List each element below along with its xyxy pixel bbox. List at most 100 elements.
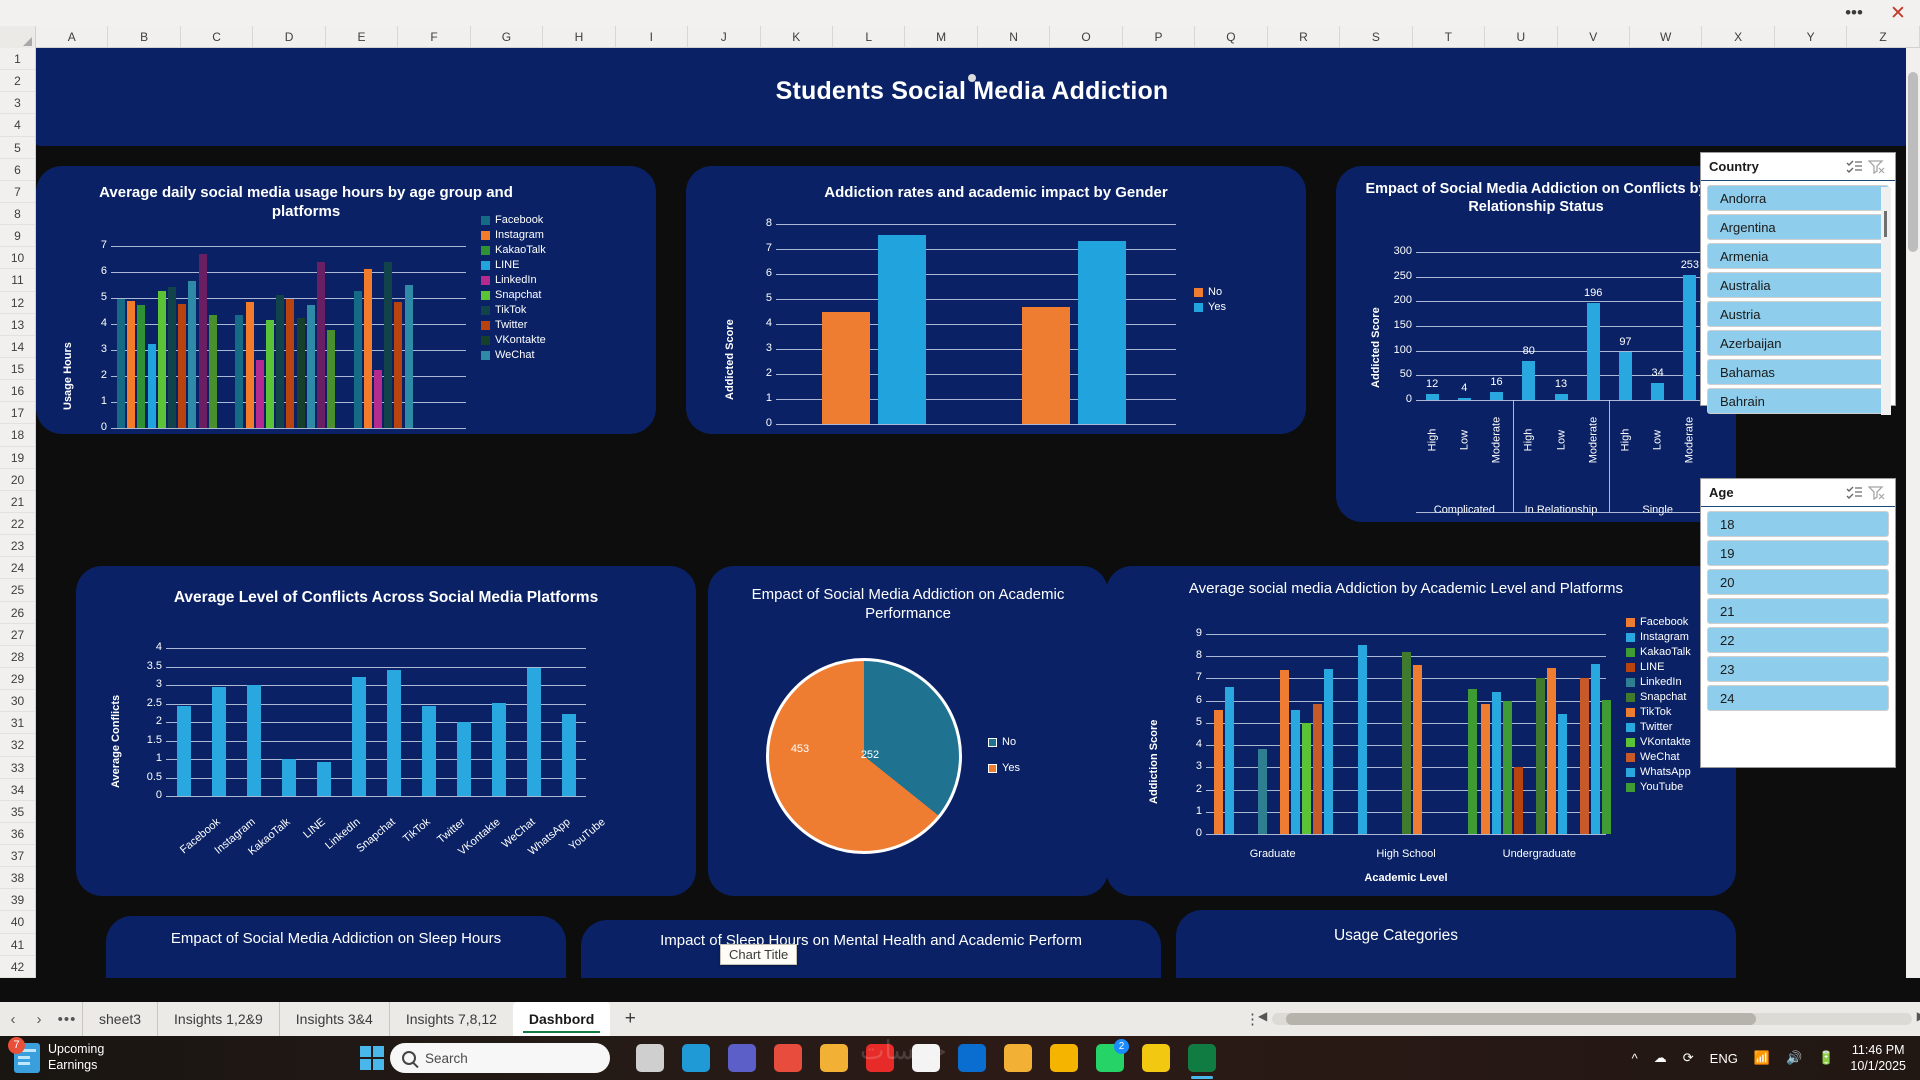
row-header-10[interactable]: 10 bbox=[0, 247, 35, 270]
slicer-scrollbar[interactable] bbox=[1881, 187, 1891, 415]
column-header-F[interactable]: F bbox=[398, 26, 471, 47]
legend-item[interactable]: VKontakte bbox=[481, 334, 546, 346]
sync-icon[interactable]: ⟳ bbox=[1682, 1050, 1694, 1065]
column-header-Q[interactable]: Q bbox=[1195, 26, 1268, 47]
column-header-H[interactable]: H bbox=[543, 26, 616, 47]
column-header-P[interactable]: P bbox=[1123, 26, 1196, 47]
legend-item[interactable]: KakaoTalk bbox=[1626, 646, 1691, 658]
column-header-X[interactable]: X bbox=[1702, 26, 1775, 47]
row-header-4[interactable]: 4 bbox=[0, 114, 35, 137]
row-header-29[interactable]: 29 bbox=[0, 668, 35, 691]
slicer-item[interactable]: 18 bbox=[1707, 511, 1889, 537]
legend-item[interactable]: TikTok bbox=[1626, 706, 1691, 718]
microsoft-outlook-icon[interactable] bbox=[958, 1044, 986, 1072]
legend-item[interactable]: No bbox=[1194, 286, 1226, 298]
row-header-1[interactable]: 1 bbox=[0, 48, 35, 71]
column-header-O[interactable]: O bbox=[1050, 26, 1123, 47]
slicer-item[interactable]: Armenia bbox=[1707, 243, 1889, 269]
row-header-2[interactable]: 2 bbox=[0, 70, 35, 93]
legend-item[interactable]: Facebook bbox=[481, 214, 546, 226]
microsoft-teams-icon[interactable] bbox=[728, 1044, 756, 1072]
row-header-30[interactable]: 30 bbox=[0, 690, 35, 713]
next-sheet-button[interactable]: › bbox=[36, 1010, 42, 1028]
row-header-20[interactable]: 20 bbox=[0, 469, 35, 491]
legend-item[interactable]: Snapchat bbox=[1626, 691, 1691, 703]
row-header-23[interactable]: 23 bbox=[0, 535, 35, 558]
column-header-L[interactable]: L bbox=[833, 26, 906, 47]
legend-item[interactable]: LinkedIn bbox=[481, 274, 546, 286]
all-sheets-button[interactable]: ••• bbox=[57, 1010, 77, 1028]
sheet-tab-insights-3-4[interactable]: Insights 3&4 bbox=[278, 1002, 389, 1036]
legend-item[interactable]: Instagram bbox=[481, 229, 546, 241]
slicer-item[interactable]: Azerbaijan bbox=[1707, 330, 1889, 356]
clock[interactable]: 11:46 PM 10/1/2025 bbox=[1850, 1042, 1906, 1075]
column-header-I[interactable]: I bbox=[616, 26, 689, 47]
row-header-8[interactable]: 8 bbox=[0, 203, 35, 226]
column-header-Y[interactable]: Y bbox=[1775, 26, 1848, 47]
legend-item[interactable]: Instagram bbox=[1626, 631, 1691, 643]
chart-card-conflicts_by_relationship[interactable]: Empact of Social Media Addiction on Conf… bbox=[1336, 166, 1736, 522]
chart-card-sleep_hours[interactable]: Empact of Social Media Addiction on Slee… bbox=[106, 916, 566, 978]
row-header-39[interactable]: 39 bbox=[0, 889, 35, 912]
legend-item[interactable]: WeChat bbox=[1626, 751, 1691, 763]
legend-item[interactable]: WhatsApp bbox=[1626, 766, 1691, 778]
legend-item[interactable]: LINE bbox=[481, 259, 546, 271]
chart-card-usage_by_age[interactable]: Average daily social media usage hours b… bbox=[36, 166, 656, 434]
scroll-right-icon[interactable]: ▶ bbox=[1917, 1009, 1920, 1023]
legend-item[interactable]: LinkedIn bbox=[1626, 676, 1691, 688]
onedrive-icon[interactable]: ☁ bbox=[1653, 1050, 1667, 1065]
whatsapp-icon[interactable]: 2 bbox=[1096, 1039, 1129, 1072]
legend-item[interactable]: Twitter bbox=[1626, 721, 1691, 733]
slicer-item[interactable]: Bahrain bbox=[1707, 388, 1889, 414]
taskbar-widget[interactable]: 7 Upcoming Earnings bbox=[0, 1037, 260, 1073]
multi-select-icon[interactable] bbox=[1843, 157, 1865, 177]
microsoft-edge-icon[interactable] bbox=[682, 1044, 710, 1072]
row-header-37[interactable]: 37 bbox=[0, 845, 35, 868]
column-header-W[interactable]: W bbox=[1630, 26, 1703, 47]
slicer-item[interactable]: 23 bbox=[1707, 656, 1889, 682]
column-header-S[interactable]: S bbox=[1340, 26, 1413, 47]
wifi-icon[interactable]: 📶 bbox=[1753, 1050, 1771, 1065]
row-header-25[interactable]: 25 bbox=[0, 579, 35, 602]
legend-item[interactable]: Yes bbox=[1194, 301, 1226, 313]
slicer-item[interactable]: 24 bbox=[1707, 685, 1889, 711]
legend-item[interactable]: WeChat bbox=[481, 349, 546, 361]
row-header-14[interactable]: 14 bbox=[0, 336, 35, 358]
chart-card-sleep_mental_health[interactable]: Impact of Sleep Hours on Mental Health a… bbox=[581, 920, 1161, 978]
slicer-item[interactable]: 22 bbox=[1707, 627, 1889, 653]
legend-item[interactable]: YouTube bbox=[1626, 781, 1691, 793]
slicer-scroll-thumb[interactable] bbox=[1884, 211, 1887, 237]
column-header-R[interactable]: R bbox=[1268, 26, 1341, 47]
snipping-tool-icon[interactable] bbox=[1004, 1044, 1032, 1072]
search-input[interactable]: Search bbox=[390, 1043, 610, 1073]
column-header-C[interactable]: C bbox=[181, 26, 254, 47]
clear-filter-icon[interactable] bbox=[1865, 483, 1887, 503]
legend-item[interactable]: KakaoTalk bbox=[481, 244, 546, 256]
row-header-24[interactable]: 24 bbox=[0, 557, 35, 580]
row-header-5[interactable]: 5 bbox=[0, 137, 35, 159]
microsoft-office-icon[interactable] bbox=[774, 1044, 802, 1072]
legend-item[interactable]: Twitter bbox=[481, 319, 546, 331]
row-header-6[interactable]: 6 bbox=[0, 159, 35, 181]
microsoft-store-icon[interactable] bbox=[912, 1044, 940, 1072]
horizontal-scroll-thumb[interactable] bbox=[1286, 1013, 1756, 1025]
battery-charging-icon[interactable]: 🔋 bbox=[1818, 1050, 1835, 1065]
scroll-left-icon[interactable]: ◀ bbox=[1258, 1009, 1268, 1023]
multi-select-icon[interactable] bbox=[1843, 483, 1865, 503]
slicer-item[interactable]: Australia bbox=[1707, 272, 1889, 298]
legend-item[interactable]: No bbox=[988, 736, 1020, 748]
tabbar-overflow-button[interactable]: ⋮ bbox=[1245, 1011, 1260, 1028]
add-sheet-button[interactable]: + bbox=[624, 1008, 636, 1029]
column-header-T[interactable]: T bbox=[1413, 26, 1486, 47]
legend-item[interactable]: Facebook bbox=[1626, 616, 1691, 628]
row-header-34[interactable]: 34 bbox=[0, 779, 35, 801]
column-header-A[interactable]: A bbox=[36, 26, 109, 47]
row-header-38[interactable]: 38 bbox=[0, 867, 35, 890]
row-header-35[interactable]: 35 bbox=[0, 801, 35, 823]
horizontal-scrollbar[interactable]: ◀ ▶ bbox=[1258, 1009, 1920, 1025]
column-header-Z[interactable]: Z bbox=[1847, 26, 1920, 47]
select-all-corner[interactable] bbox=[0, 26, 36, 48]
slicer-item[interactable]: Austria bbox=[1707, 301, 1889, 327]
row-header-16[interactable]: 16 bbox=[0, 380, 35, 403]
column-header-V[interactable]: V bbox=[1558, 26, 1630, 47]
